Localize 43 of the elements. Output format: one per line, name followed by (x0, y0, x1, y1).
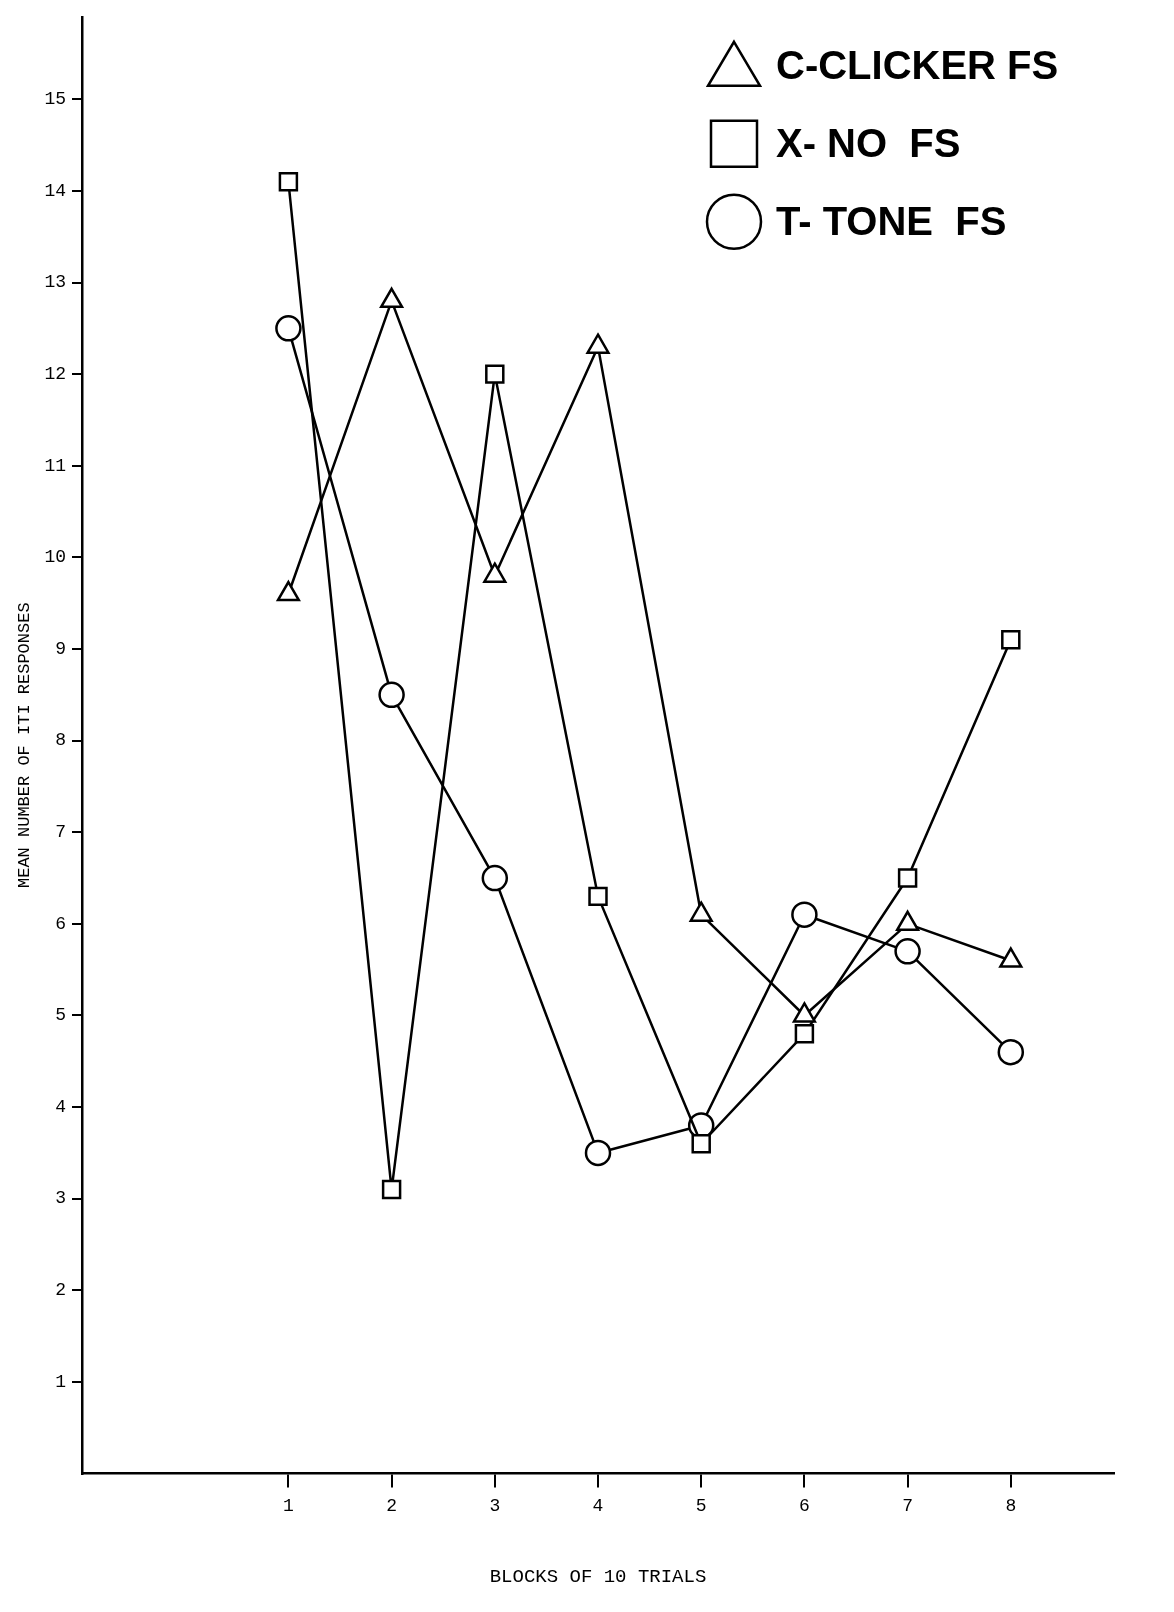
y-tick-label: 1 (55, 1371, 66, 1392)
x-tick-label: 4 (592, 1496, 604, 1517)
y-tick-label: 4 (55, 1096, 66, 1117)
y-tick-label: 10 (44, 547, 66, 568)
point (1001, 630, 1021, 650)
y-tick-label: 7 (55, 822, 66, 843)
point (894, 938, 921, 965)
x-tick-label: 6 (798, 1496, 810, 1517)
y-tick-label: 8 (55, 730, 66, 751)
point (791, 901, 818, 928)
legend-label: T- TONE FS (776, 198, 1007, 243)
point (485, 364, 505, 384)
x-axis-title: BLOCKS OF 10 TRIALS (489, 1565, 707, 1588)
point (381, 1179, 402, 1200)
x-tick-label: 5 (695, 1496, 707, 1517)
y-tick-label: 5 (55, 1005, 66, 1026)
y-tick-label: 15 (44, 89, 66, 110)
point (794, 1024, 815, 1044)
point (584, 1139, 612, 1167)
y-tick-label: 11 (44, 455, 66, 476)
point (588, 886, 608, 907)
point (278, 171, 299, 192)
point (481, 864, 509, 892)
y-tick-label: 3 (55, 1188, 66, 1209)
x-tick-label: 3 (489, 1496, 501, 1517)
y-tick-label: 12 (44, 363, 66, 384)
legend-label: X- NO FS (776, 120, 961, 165)
point (275, 315, 302, 342)
x-tick-label: 8 (1005, 1496, 1017, 1517)
y-tick-label: 9 (55, 638, 66, 659)
point (691, 1134, 711, 1154)
x-tick-label: 1 (283, 1496, 294, 1517)
y-tick-label: 13 (44, 272, 66, 293)
y-axis-title: MEAN NUMBER OF ITI RESPONSES (14, 602, 34, 889)
legend-label: C-CLICKER FS (776, 42, 1059, 87)
y-tick-label: 14 (44, 180, 66, 201)
y-tick-label: 6 (55, 913, 66, 934)
x-tick-label: 2 (386, 1496, 398, 1517)
x-tick-label: 7 (902, 1496, 914, 1517)
point (378, 681, 405, 709)
point (897, 868, 918, 888)
point (997, 1038, 1025, 1066)
y-tick-label: 2 (55, 1280, 66, 1301)
